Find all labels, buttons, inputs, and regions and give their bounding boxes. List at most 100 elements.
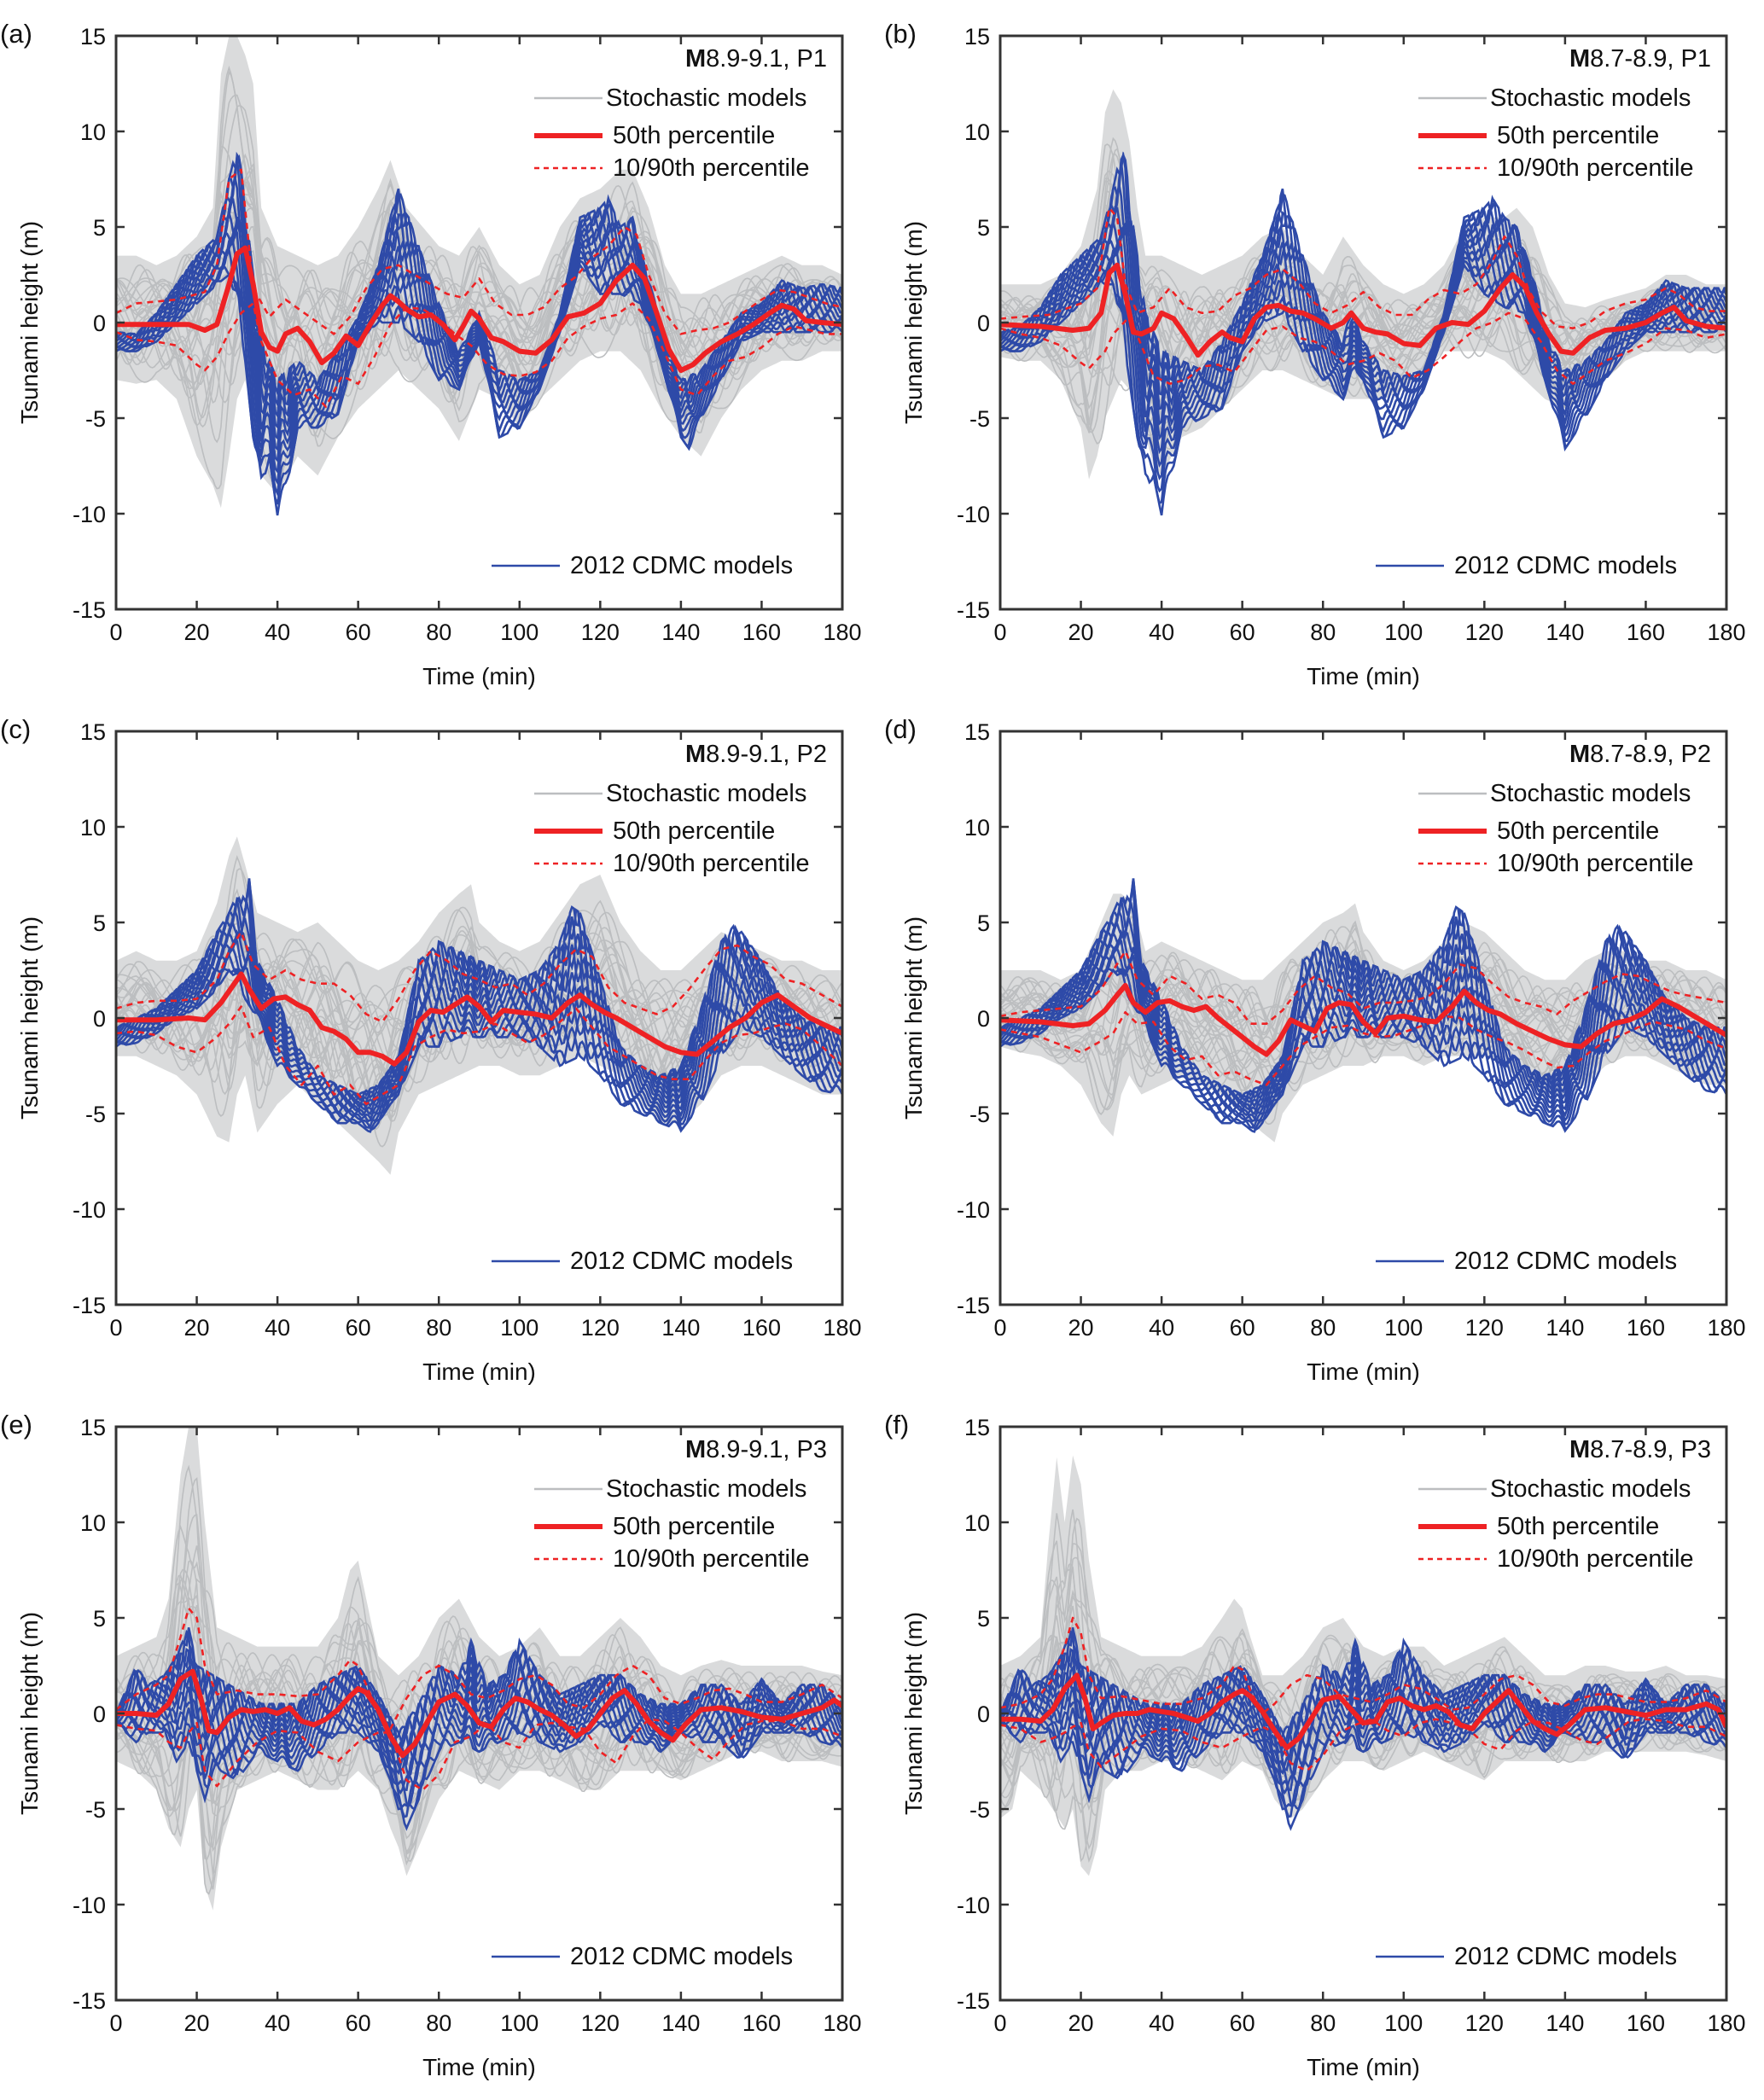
x-tick-label: 120	[581, 2010, 620, 2036]
legend-label-10-90th: 10/90th percentile	[1497, 154, 1694, 182]
legend-label-stochastic: Stochastic models	[1490, 780, 1691, 807]
x-tick-label: 20	[1068, 620, 1094, 645]
percentile-50-line	[116, 971, 842, 1067]
x-tick-label: 180	[1707, 2010, 1745, 2036]
stochastic-model-line	[116, 1704, 842, 1890]
y-tick-label: -5	[969, 1797, 990, 1823]
y-tick-label: 5	[93, 1606, 106, 1632]
cdmc-model-line	[116, 945, 842, 1123]
panel-a: 0 20 40 60 80 100 120 140 160 180 15 10 5 0 -5 -10 -15 Ti…	[0, 19, 862, 689]
percentile-50-line	[116, 1668, 842, 1759]
legend-title: M8.7-8.9, P3	[1569, 1436, 1711, 1463]
x-tick-label: 100	[500, 2010, 539, 2036]
y-tick-label: 10	[964, 119, 990, 145]
x-tick-label: 80	[426, 620, 451, 645]
x-tick-label: 0	[993, 2010, 1006, 2036]
y-tick-label: 5	[977, 1606, 990, 1632]
y-tick-label: 0	[93, 1006, 106, 1032]
cdmc-model-line	[116, 1665, 842, 1778]
percentile-10-line	[1000, 1718, 1726, 1772]
cdmc-model-line	[116, 917, 842, 1111]
x-tick-label: 60	[1230, 2010, 1255, 2036]
y-tick-label: -15	[73, 597, 106, 623]
cdmc-model-line	[116, 953, 842, 1129]
cdmc-model-line	[1000, 1707, 1726, 1818]
legend-label-10-90th: 10/90th percentile	[613, 1545, 810, 1573]
y-tick-label: -10	[73, 502, 106, 527]
stochastic-model-line	[116, 105, 842, 363]
panel-f: 0 20 40 60 80 100 120 140 160 180 15 10 5 0 -5 -10 -15 Ti…	[884, 1410, 1746, 2080]
x-tick-label: 40	[265, 1315, 290, 1341]
percentile-50-line	[116, 245, 842, 373]
y-tick-label: -15	[957, 1293, 990, 1318]
percentile-10-line	[1000, 311, 1726, 385]
y-tick-label: -10	[73, 1893, 106, 1918]
panel-e: 0 20 40 60 80 100 120 140 160 180 15 10 5 0 -5 -10 -15 Ti…	[0, 1410, 862, 2080]
x-tick-label: 80	[426, 1315, 451, 1341]
y-tick-label: -5	[969, 1102, 990, 1127]
x-tick-label: 140	[1546, 2010, 1584, 2036]
legend-label-10-90th: 10/90th percentile	[613, 154, 810, 182]
y-tick-label: 0	[977, 1702, 990, 1727]
y-axis-title: Tsunami height (m)	[900, 1612, 927, 1815]
y-tick-label: 15	[964, 719, 990, 745]
x-axis-title: Time (min)	[1307, 1358, 1420, 1385]
y-tick-label: 5	[977, 910, 990, 936]
legend-title-magnitude-symbol: M	[1569, 741, 1590, 768]
y-tick-label: 0	[93, 1702, 106, 1727]
y-tick-label: -10	[957, 1893, 990, 1918]
x-tick-label: 20	[184, 620, 210, 645]
legend-label-stochastic: Stochastic models	[606, 1475, 806, 1503]
y-tick-label: 0	[93, 311, 106, 336]
y-tick-label: 10	[80, 1510, 106, 1536]
percentile-10-line	[1000, 1011, 1726, 1086]
x-tick-label: 120	[1465, 620, 1504, 645]
legend-label-stochastic: Stochastic models	[606, 780, 806, 807]
legend-title-magnitude-symbol: M	[685, 45, 706, 73]
legend-label-stochastic: Stochastic models	[1490, 84, 1691, 112]
plot-area	[1000, 1455, 1726, 1876]
x-tick-label: 180	[1707, 1315, 1745, 1341]
cdmc-model-line	[1000, 878, 1726, 1099]
x-tick-label: 140	[1546, 1315, 1584, 1341]
legend-title: M8.7-8.9, P2	[1569, 741, 1711, 768]
x-tick-label: 40	[265, 2010, 290, 2036]
legend-label-cdmc: 2012 CDMC models	[570, 552, 793, 579]
y-tick-label: -15	[957, 1988, 990, 2014]
y-axis-title: Tsunami height (m)	[900, 221, 927, 424]
cdmc-model-line	[1000, 1665, 1726, 1778]
cdmc-model-line	[1000, 218, 1726, 441]
x-tick-label: 120	[1465, 2010, 1504, 2036]
x-tick-label: 180	[823, 620, 861, 645]
x-tick-label: 140	[661, 1315, 700, 1341]
x-tick-label: 80	[1310, 2010, 1336, 2036]
y-tick-label: -5	[85, 1102, 106, 1127]
percentile-90-line	[116, 930, 842, 1023]
panel-label: (a)	[0, 19, 32, 49]
y-tick-label: -10	[957, 502, 990, 527]
percentile-90-line	[1000, 207, 1726, 329]
y-tick-label: 10	[964, 1510, 990, 1536]
cdmc-model-line	[1000, 878, 1726, 1102]
percentile-90-line	[116, 1607, 842, 1731]
legend-title: M8.9-9.1, P3	[685, 1436, 827, 1463]
x-tick-label: 80	[426, 2010, 451, 2036]
legend-label-cdmc: 2012 CDMC models	[1454, 552, 1677, 579]
x-tick-label: 60	[346, 1315, 371, 1341]
x-tick-label: 40	[1149, 2010, 1174, 2036]
y-axis-title: Tsunami height (m)	[16, 221, 43, 424]
stochastic-model-line	[1000, 998, 1726, 1105]
plot-area	[116, 836, 842, 1175]
x-tick-label: 0	[109, 620, 122, 645]
x-tick-label: 0	[109, 1315, 122, 1341]
x-tick-label: 160	[1627, 1315, 1665, 1341]
y-tick-label: 15	[964, 24, 990, 49]
legend-title-magnitude-symbol: M	[1569, 1436, 1590, 1463]
legend-label-10-90th: 10/90th percentile	[613, 850, 810, 877]
x-tick-label: 0	[993, 1315, 1006, 1341]
y-tick-label: -10	[957, 1197, 990, 1223]
cdmc-model-line	[116, 1629, 842, 1750]
x-tick-label: 20	[184, 2010, 210, 2036]
x-tick-label: 60	[346, 2010, 371, 2036]
cdmc-model-line	[1000, 1627, 1726, 1740]
